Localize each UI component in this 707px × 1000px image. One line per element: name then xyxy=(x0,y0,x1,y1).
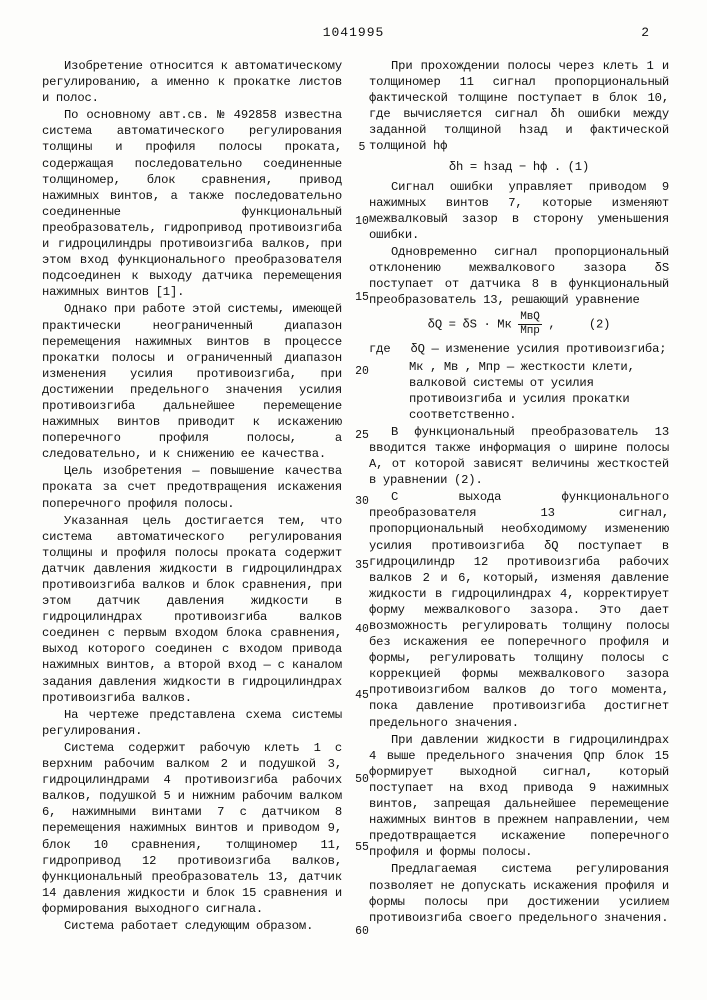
equation-2: δQ = δS · Mк MвQ Mпр , (2) xyxy=(369,312,669,337)
para: При давлении жидкости в гидроцилиндрах 4… xyxy=(369,732,669,861)
page-number: 2 xyxy=(641,24,649,41)
equation-1-text: δh = hзад − hф . (1) xyxy=(449,160,589,174)
para: В функциональный преобразователь 13 ввод… xyxy=(369,424,669,488)
equation-2-fraction: MвQ Mпр xyxy=(518,312,541,337)
where-sym-1: δQ xyxy=(411,342,425,356)
para: Предлагаемая система регулирования позво… xyxy=(369,861,669,925)
document-number: 1041995 xyxy=(0,24,707,41)
where-sym-2: Mк , Mв , Mпр xyxy=(409,360,500,374)
para: Сигнал ошибки управляет приводом 9 нажим… xyxy=(369,179,669,243)
para: На чертеже представлена схема системы ре… xyxy=(42,707,342,739)
scanned-page: 1041995 2 Изобретение относится к автома… xyxy=(0,0,707,1000)
equation-2-tag: (2) xyxy=(589,318,611,332)
para: Одновременно сигнал пропорциональный отк… xyxy=(369,244,669,308)
equation-1: δh = hзад − hф . (1) xyxy=(369,159,669,175)
para: Указанная цель достигается тем, что сист… xyxy=(42,513,342,706)
para: При прохождении полосы через клеть 1 и т… xyxy=(369,58,669,155)
where-clause: где δQ — изменение усилия противоизгиба; xyxy=(369,341,669,357)
equation-2-left: δQ = δS · Mк xyxy=(428,318,512,332)
two-column-body: Изобретение относится к автоматическому … xyxy=(42,58,669,980)
para: С выхода функционального преобразователя… xyxy=(369,489,669,730)
para: Система работает следующим образом. xyxy=(42,918,342,934)
where-head: где xyxy=(369,342,391,356)
para: Цель изобретения — повышение качества пр… xyxy=(42,463,342,511)
fraction-denominator: Mпр xyxy=(518,325,541,337)
where-clause: Mк , Mв , Mпр — жесткости клети, валково… xyxy=(369,359,669,423)
left-column: Изобретение относится к автоматическому … xyxy=(42,58,342,935)
fraction-numerator: MвQ xyxy=(518,312,541,325)
para: Система содержит рабочую клеть 1 с верхн… xyxy=(42,740,342,917)
para: Однако при работе этой системы, имеющей … xyxy=(42,301,342,462)
right-column: При прохождении полосы через клеть 1 и т… xyxy=(369,58,669,927)
para: По основному авт.св. № 492858 известна с… xyxy=(42,107,342,300)
where-txt-1: — изменение усилия противоизгиба; xyxy=(432,342,667,356)
equation-2-comma: , xyxy=(548,318,555,332)
para: Изобретение относится к автоматическому … xyxy=(42,58,342,106)
